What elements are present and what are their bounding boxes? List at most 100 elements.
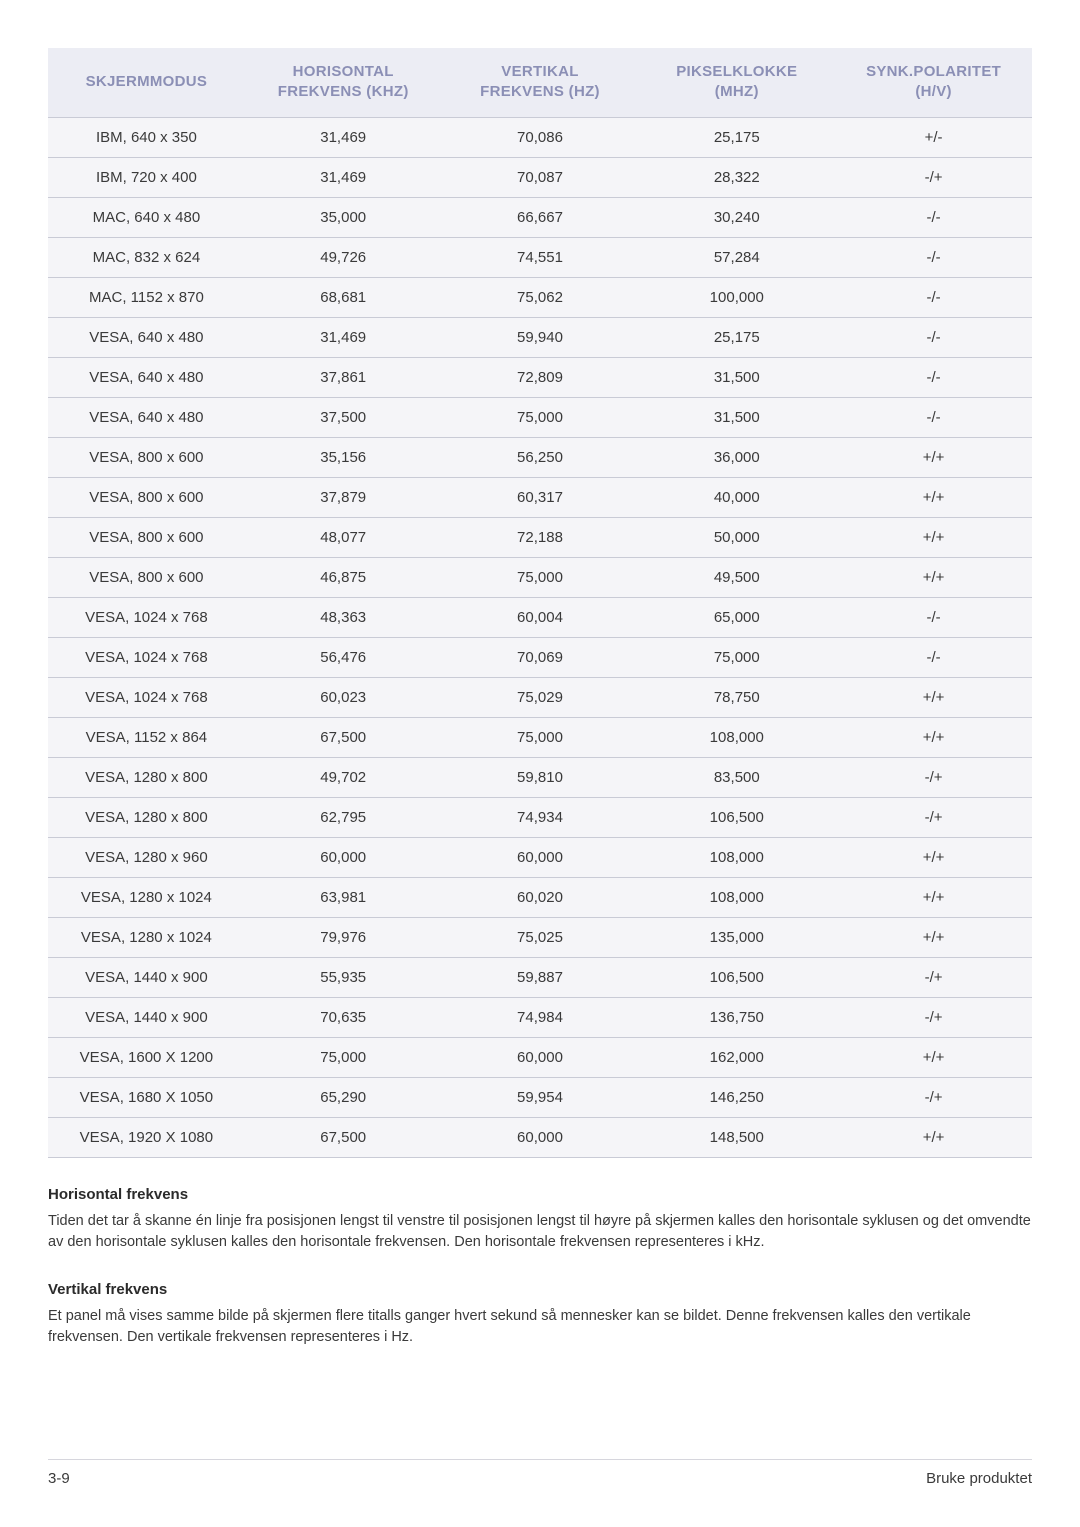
table-row: VESA, 1280 x 80049,70259,81083,500-/+ (48, 757, 1032, 797)
table-cell: VESA, 1440 x 900 (48, 957, 245, 997)
table-cell: 60,000 (442, 1117, 639, 1157)
table-cell: +/+ (835, 717, 1032, 757)
table-cell: 25,175 (638, 317, 835, 357)
table-cell: 148,500 (638, 1117, 835, 1157)
table-cell: 62,795 (245, 797, 442, 837)
table-cell: 70,087 (442, 157, 639, 197)
table-cell: 74,984 (442, 997, 639, 1037)
table-cell: -/+ (835, 957, 1032, 997)
table-cell: +/+ (835, 477, 1032, 517)
table-row: VESA, 800 x 60048,07772,18850,000+/+ (48, 517, 1032, 557)
table-cell: 37,879 (245, 477, 442, 517)
table-cell: -/- (835, 237, 1032, 277)
table-cell: 100,000 (638, 277, 835, 317)
table-cell: 60,023 (245, 677, 442, 717)
table-cell: 60,000 (442, 1037, 639, 1077)
table-cell: VESA, 1024 x 768 (48, 597, 245, 637)
horizontal-freq-body: Tiden det tar å skanne én linje fra posi… (48, 1211, 1032, 1253)
table-cell: 108,000 (638, 717, 835, 757)
table-col-header: HORISONTALFREKVENS (KHZ) (245, 48, 442, 117)
table-cell: MAC, 832 x 624 (48, 237, 245, 277)
table-cell: 46,875 (245, 557, 442, 597)
table-cell: +/+ (835, 517, 1032, 557)
horizontal-freq-title: Horisontal frekvens (48, 1186, 1032, 1203)
table-cell: +/+ (835, 917, 1032, 957)
timing-table: SKJERMMODUSHORISONTALFREKVENS (KHZ)VERTI… (48, 48, 1032, 1158)
table-row: VESA, 1600 X 120075,00060,000162,000+/+ (48, 1037, 1032, 1077)
table-cell: 59,954 (442, 1077, 639, 1117)
table-row: MAC, 832 x 62449,72674,55157,284-/- (48, 237, 1032, 277)
table-cell: MAC, 640 x 480 (48, 197, 245, 237)
table-cell: VESA, 1440 x 900 (48, 997, 245, 1037)
table-row: VESA, 1440 x 90070,63574,984136,750-/+ (48, 997, 1032, 1037)
table-cell: 60,317 (442, 477, 639, 517)
table-cell: 60,020 (442, 877, 639, 917)
table-cell: 106,500 (638, 797, 835, 837)
table-cell: VESA, 1680 X 1050 (48, 1077, 245, 1117)
table-cell: IBM, 720 x 400 (48, 157, 245, 197)
table-row: VESA, 1024 x 76860,02375,02978,750+/+ (48, 677, 1032, 717)
table-row: MAC, 1152 x 87068,68175,062100,000-/- (48, 277, 1032, 317)
table-row: IBM, 720 x 40031,46970,08728,322-/+ (48, 157, 1032, 197)
table-cell: 72,188 (442, 517, 639, 557)
table-cell: -/+ (835, 797, 1032, 837)
table-row: VESA, 1440 x 90055,93559,887106,500-/+ (48, 957, 1032, 997)
table-cell: 136,750 (638, 997, 835, 1037)
table-row: VESA, 1920 X 108067,50060,000148,500+/+ (48, 1117, 1032, 1157)
table-cell: 35,000 (245, 197, 442, 237)
table-cell: 31,500 (638, 357, 835, 397)
table-col-header: SYNK.POLARITET(H/V) (835, 48, 1032, 117)
table-row: VESA, 1152 x 86467,50075,000108,000+/+ (48, 717, 1032, 757)
table-cell: 75,000 (442, 717, 639, 757)
table-cell: 31,469 (245, 117, 442, 157)
table-cell: 67,500 (245, 717, 442, 757)
table-cell: +/+ (835, 837, 1032, 877)
table-cell: 59,940 (442, 317, 639, 357)
table-cell: 74,551 (442, 237, 639, 277)
table-col-header: PIKSELKLOKKE(MHZ) (638, 48, 835, 117)
table-cell: +/+ (835, 677, 1032, 717)
table-cell: 66,667 (442, 197, 639, 237)
table-cell: VESA, 1920 X 1080 (48, 1117, 245, 1157)
table-row: VESA, 1280 x 96060,00060,000108,000+/+ (48, 837, 1032, 877)
table-cell: 55,935 (245, 957, 442, 997)
table-cell: 162,000 (638, 1037, 835, 1077)
table-cell: 78,750 (638, 677, 835, 717)
table-col-header: VERTIKALFREKVENS (HZ) (442, 48, 639, 117)
table-cell: 31,469 (245, 157, 442, 197)
table-cell: 75,025 (442, 917, 639, 957)
table-col-header: SKJERMMODUS (48, 48, 245, 117)
table-cell: 79,976 (245, 917, 442, 957)
table-cell: +/+ (835, 557, 1032, 597)
table-cell: 72,809 (442, 357, 639, 397)
table-cell: 57,284 (638, 237, 835, 277)
table-cell: 49,702 (245, 757, 442, 797)
table-cell: 48,077 (245, 517, 442, 557)
table-cell: 63,981 (245, 877, 442, 917)
table-row: VESA, 800 x 60035,15656,25036,000+/+ (48, 437, 1032, 477)
table-cell: 146,250 (638, 1077, 835, 1117)
table-row: VESA, 640 x 48037,86172,80931,500-/- (48, 357, 1032, 397)
table-cell: 35,156 (245, 437, 442, 477)
table-row: MAC, 640 x 48035,00066,66730,240-/- (48, 197, 1032, 237)
table-cell: 83,500 (638, 757, 835, 797)
table-cell: -/+ (835, 997, 1032, 1037)
table-row: VESA, 1280 x 102479,97675,025135,000+/+ (48, 917, 1032, 957)
table-row: VESA, 1024 x 76848,36360,00465,000-/- (48, 597, 1032, 637)
table-cell: -/- (835, 357, 1032, 397)
table-cell: 50,000 (638, 517, 835, 557)
table-cell: VESA, 1280 x 1024 (48, 877, 245, 917)
table-cell: 135,000 (638, 917, 835, 957)
table-row: VESA, 640 x 48037,50075,00031,500-/- (48, 397, 1032, 437)
table-cell: VESA, 1280 x 960 (48, 837, 245, 877)
table-cell: 65,290 (245, 1077, 442, 1117)
table-cell: VESA, 640 x 480 (48, 317, 245, 357)
table-cell: 49,500 (638, 557, 835, 597)
table-cell: 74,934 (442, 797, 639, 837)
table-cell: VESA, 1024 x 768 (48, 637, 245, 677)
table-cell: VESA, 800 x 600 (48, 557, 245, 597)
table-row: IBM, 640 x 35031,46970,08625,175+/- (48, 117, 1032, 157)
table-row: VESA, 1280 x 80062,79574,934106,500-/+ (48, 797, 1032, 837)
table-cell: 75,029 (442, 677, 639, 717)
table-cell: 59,810 (442, 757, 639, 797)
